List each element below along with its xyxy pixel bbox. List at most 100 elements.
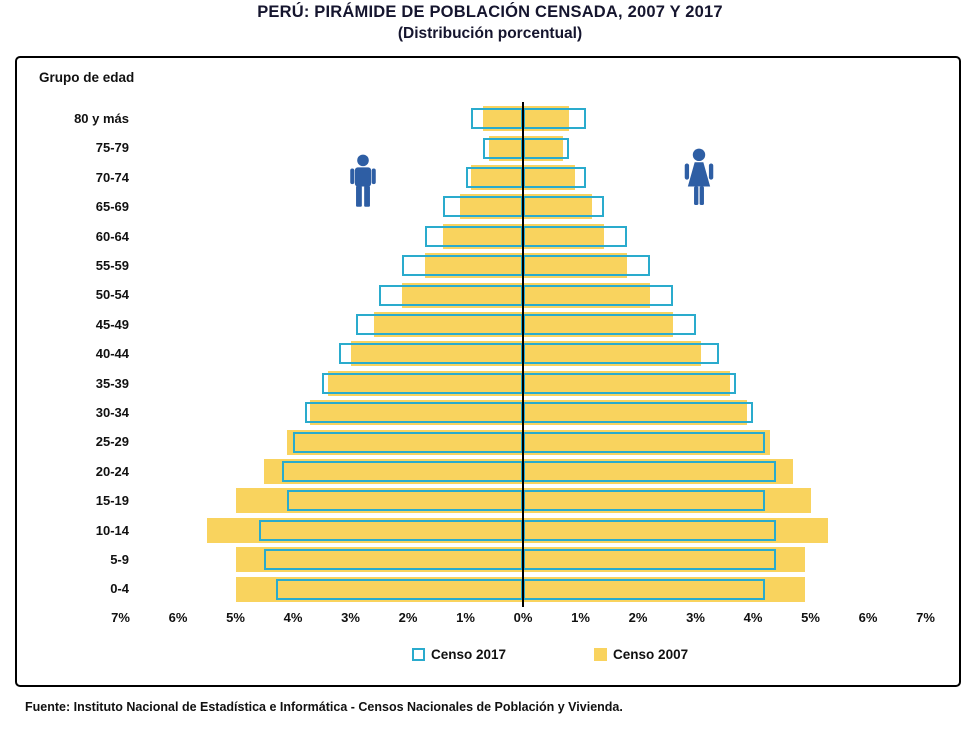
age-group-label: 75-79: [95, 140, 129, 156]
bar-censo2017-female: [523, 402, 753, 424]
age-group-label: 65-69: [95, 199, 129, 215]
bar-censo2017-male: [482, 137, 523, 159]
bar-censo2007-male: [488, 135, 523, 161]
bar-censo2007-male: [235, 488, 523, 514]
bar-censo2007-female: [523, 547, 805, 573]
female-icon: [679, 148, 719, 210]
bar-censo2007-female: [523, 135, 564, 161]
x-tick-label: 4%: [743, 610, 763, 625]
pyramid-plot: 80 y más 75-79 70-74 65-69 60-64 55-59 50-54 45…: [17, 58, 959, 685]
age-group-label: 10-14: [95, 522, 129, 538]
bar-censo2017-male: [356, 314, 523, 335]
legend-label-censo2017: Censo 2017: [431, 647, 507, 662]
bar-censo2017-female: [523, 108, 587, 130]
bar-censo2017-male: [471, 108, 523, 130]
bar-censo2007-female: [523, 253, 627, 279]
legend-item-censo2007: Censo 2007: [594, 647, 688, 662]
bar-censo2017-male: [304, 402, 523, 424]
bar-censo2017-female: [523, 314, 696, 335]
x-tick-label: 7%: [111, 610, 130, 625]
bar-censo2007-male: [264, 459, 523, 484]
age-group-label: 5-9: [110, 552, 129, 567]
x-tick-label: 6%: [858, 610, 878, 625]
bar-censo2017-male: [425, 225, 523, 247]
bar-censo2017-female: [523, 167, 587, 188]
bar-censo2017-female: [523, 431, 765, 453]
age-group-label: 35-39: [95, 375, 129, 391]
bar-censo2007-female: [523, 106, 569, 132]
bar-censo2017-female: [523, 225, 627, 247]
age-group-label: 45-49: [95, 316, 129, 332]
bar-censo2017-female: [523, 490, 765, 512]
legend-label-censo2007: Censo 2007: [613, 647, 689, 662]
x-tick-label: 3%: [686, 610, 705, 625]
bar-censo2017-male: [339, 343, 523, 365]
title-block: PERÚ: PIRÁMIDE DE POBLACIÓN CENSADA, 200…: [0, 3, 980, 43]
x-tick-label: 5%: [801, 610, 820, 625]
x-tick-label: 5%: [226, 610, 245, 625]
bar-censo2007-female: [523, 223, 604, 249]
bar-censo2007-female: [523, 282, 650, 308]
age-group-label: 0-4: [110, 581, 129, 597]
bar-censo2017-female: [523, 519, 776, 541]
bar-censo2007-male: [425, 253, 523, 279]
x-tick-label: 3%: [341, 610, 360, 625]
bar-censo2017-female: [523, 196, 604, 218]
x-axis: 7% 6% 5% 4% 3% 2% 1% 0% 1% 2% 3% 4% 5% 6% 7%: [17, 610, 959, 630]
male-icon: [345, 154, 381, 212]
age-group-label: 30-34: [95, 405, 129, 420]
bar-censo2007-male: [459, 194, 523, 220]
age-group-label: 20-24: [95, 463, 129, 479]
bar-censo2017-male: [465, 167, 523, 188]
zero-axis-line: [522, 102, 524, 607]
bar-censo2007-male: [287, 429, 523, 455]
legend-swatch-censo2017: [412, 648, 425, 661]
bar-censo2017-female: [523, 284, 673, 306]
bar-censo2017-male: [258, 519, 523, 541]
bar-censo2017-male: [287, 490, 523, 512]
bar-censo2017-female: [523, 372, 736, 394]
chart-subtitle: (Distribución porcentual): [397, 25, 583, 42]
bar-censo2017-female: [523, 461, 776, 482]
x-tick-label: 7%: [916, 610, 935, 625]
bar-censo2007-male: [482, 106, 523, 132]
bar-censo2017-female: [523, 255, 650, 277]
chart-title: PERÚ: PIRÁMIDE DE POBLACIÓN CENSADA, 200…: [257, 3, 723, 21]
bar-censo2007-female: [523, 165, 575, 190]
legend-item-censo2017: Censo 2017: [412, 647, 506, 662]
bar-censo2007-male: [402, 282, 523, 308]
legend: Censo 2017 Censo 2007: [412, 647, 688, 662]
bar-censo2007-female: [523, 370, 730, 396]
bar-censo2017-female: [523, 137, 569, 159]
bar-censo2007-male: [310, 400, 523, 426]
bar-censo2017-male: [442, 196, 523, 218]
bar-censo2017-male: [293, 431, 523, 453]
bar-censo2007-male: [235, 547, 523, 573]
bar-censo2007-female: [523, 517, 828, 543]
age-group-label: 60-64: [95, 228, 129, 244]
bar-censo2007-female: [523, 312, 673, 337]
age-group-label: 15-19: [95, 493, 129, 509]
bar-censo2007-female: [523, 194, 592, 220]
x-tick-label: 2%: [398, 610, 418, 625]
bar-censo2017-female: [523, 343, 719, 365]
bar-censo2007-female: [523, 400, 748, 426]
bar-censo2007-female: [523, 429, 771, 455]
x-tick-label: 4%: [283, 610, 303, 625]
age-group-label: 70-74: [95, 169, 129, 185]
bar-censo2017-male: [264, 549, 523, 571]
age-group-label: 50-54: [95, 287, 129, 303]
bar-censo2017-male: [402, 255, 523, 277]
x-tick-label: 0%: [513, 610, 533, 625]
age-group-axis-caption: Grupo de edad: [39, 70, 135, 85]
bar-censo2007-female: [523, 576, 805, 602]
age-group-label: 40-44: [95, 346, 129, 362]
source-note: Fuente: Instituto Nacional de Estadístic…: [25, 700, 623, 714]
bar-censo2017-male: [281, 461, 523, 482]
age-group-label: 25-29: [95, 434, 129, 450]
bar-censo2007-female: [523, 459, 794, 484]
bar-censo2007-male: [471, 165, 523, 190]
bar-censo2007-male: [350, 341, 523, 367]
bar-censo2017-male: [379, 284, 523, 306]
